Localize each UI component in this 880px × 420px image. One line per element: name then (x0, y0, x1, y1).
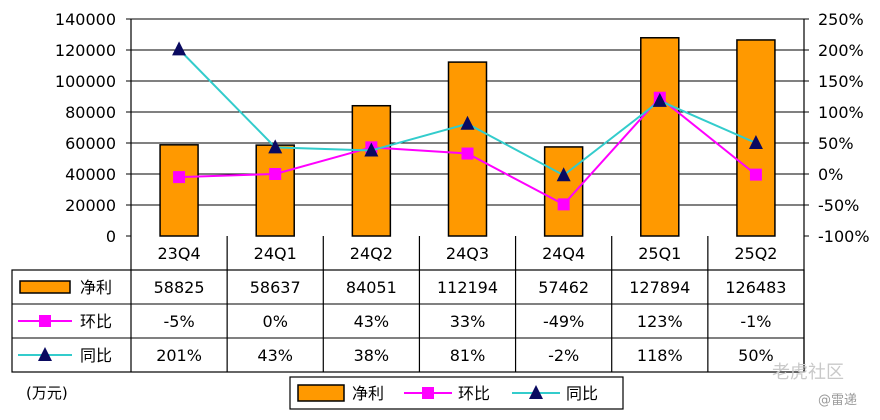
bars (159, 37, 776, 237)
series-name: 环比 (80, 312, 112, 331)
right-tick-label: 150% (818, 72, 864, 91)
series-name: 净利 (80, 278, 112, 297)
square-marker (422, 387, 434, 399)
value-label: -1% (740, 312, 771, 331)
value-label: 43% (257, 346, 293, 365)
value-label: 201% (156, 346, 202, 365)
value-label: -2% (548, 346, 579, 365)
value-label: 38% (354, 346, 390, 365)
category-label: 24Q3 (446, 244, 489, 263)
triangle-marker (556, 167, 571, 182)
value-label: -49% (543, 312, 584, 331)
series-lines (172, 41, 763, 211)
axes (130, 19, 805, 236)
watermark-subtext: @雷递 (818, 393, 857, 408)
triangle-marker (268, 139, 283, 154)
bar (351, 104, 392, 237)
bar (255, 144, 295, 237)
right-tick-label: -100% (818, 227, 870, 246)
value-label: 58637 (250, 278, 301, 297)
value-label: 57462 (538, 278, 589, 297)
right-tick-label: 100% (818, 103, 864, 122)
value-label: 126483 (725, 278, 786, 297)
left-tick-label: 0 (106, 227, 116, 246)
bar-key (297, 384, 345, 402)
square-marker (269, 168, 282, 180)
right-tick-label: 200% (818, 41, 864, 60)
right-tick-label: 50% (818, 134, 854, 153)
left-tick-label: 60000 (65, 134, 116, 153)
left-tick-label: 80000 (65, 103, 116, 122)
category-label: 24Q1 (254, 244, 297, 263)
left-axis-ticks: 0 20000 40000 60000 80000 100000 120000 140000 (55, 10, 131, 246)
triangle-marker (364, 142, 379, 157)
left-tick-label: 40000 (65, 165, 116, 184)
triangle-marker (172, 41, 187, 56)
category-label: 25Q1 (638, 244, 681, 263)
square-marker (173, 171, 186, 184)
value-label: 81% (450, 346, 486, 365)
legend-label: 净利 (352, 384, 384, 403)
value-label: 43% (354, 312, 390, 331)
value-label: 58825 (154, 278, 205, 297)
data-table: 23Q4 24Q1 24Q2 24Q3 24Q4 25Q1 25Q2 净利 58825 58637… (11, 236, 805, 373)
triangle-marker (460, 115, 475, 130)
watermark-text: 老虎社区 (772, 362, 844, 383)
triangle-marker (748, 135, 763, 149)
bar-key (19, 280, 71, 294)
left-tick-label: 20000 (65, 196, 116, 215)
square-marker (461, 147, 474, 160)
right-tick-label: -50% (818, 196, 859, 215)
value-label: 127894 (629, 278, 690, 297)
series-name: 同比 (80, 346, 112, 365)
right-axis-ticks: -100% -50% 0% 50% 100% 150% 200% 250% (804, 10, 870, 246)
category-label: 23Q4 (158, 244, 201, 263)
value-label: 118% (637, 346, 683, 365)
value-label: 112194 (437, 278, 498, 297)
triangle-marker (652, 92, 667, 107)
triangle-marker (529, 385, 543, 399)
value-label: 84051 (346, 278, 397, 297)
category-label: 25Q2 (734, 244, 777, 263)
legend: 净利 环比 同比 (289, 376, 624, 410)
bar (159, 144, 199, 237)
category-label: 24Q2 (350, 244, 393, 263)
legend-box (289, 376, 624, 410)
value-label: 123% (637, 312, 683, 331)
legend-label: 同比 (566, 384, 598, 403)
square-marker (39, 315, 51, 327)
bar (543, 146, 584, 237)
value-label: 33% (450, 312, 486, 331)
left-tick-label: 120000 (55, 41, 116, 60)
right-tick-label: 0% (818, 165, 843, 184)
legend-label: 环比 (458, 384, 490, 403)
value-label: -5% (163, 312, 194, 331)
bar (640, 37, 680, 237)
category-label: 24Q4 (542, 244, 585, 263)
value-label: 0% (263, 312, 288, 331)
watermark: 老虎社区 @雷递 (772, 362, 857, 408)
left-tick-label: 100000 (55, 72, 116, 91)
left-tick-label: 140000 (55, 10, 116, 29)
square-marker (557, 198, 570, 211)
value-label: 50% (738, 346, 774, 365)
triangle-marker (38, 347, 52, 361)
right-tick-label: 250% (818, 10, 864, 29)
square-marker (749, 168, 762, 181)
unit-label: (万元) (26, 384, 68, 402)
